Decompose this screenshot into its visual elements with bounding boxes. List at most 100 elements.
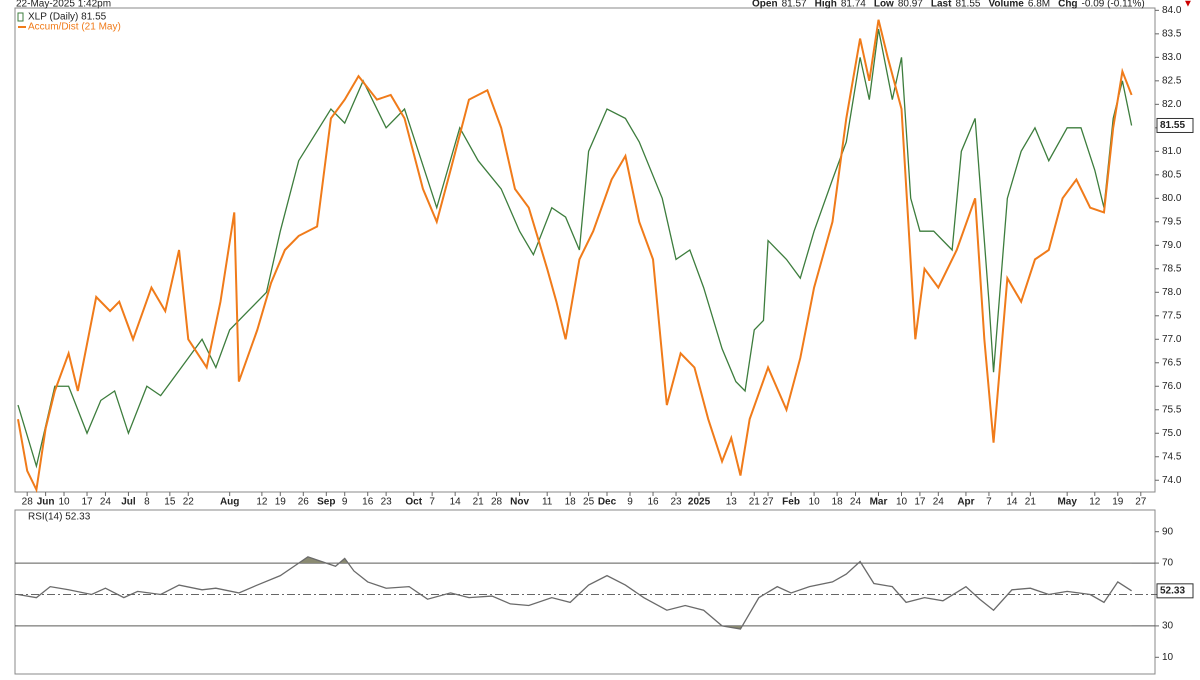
legend-price: XLP (Daily) 81.55 xyxy=(28,12,107,23)
y-tick-label: 77.0 xyxy=(1162,334,1182,345)
y-tick-label: 80.0 xyxy=(1162,193,1182,204)
legend-swatch xyxy=(17,12,24,22)
y-tick-label: 79.0 xyxy=(1162,240,1182,251)
x-tick-label: 17 xyxy=(914,497,926,508)
x-tick-label: 16 xyxy=(647,497,659,508)
last-label: 81.55 xyxy=(1160,120,1185,131)
y-tick-label: 84.0 xyxy=(1162,5,1182,16)
y-tick-label: 90 xyxy=(1162,526,1174,537)
x-tick-label: 18 xyxy=(832,497,844,508)
y-tick-label: 79.5 xyxy=(1162,216,1182,227)
y-tick-label: 80.5 xyxy=(1162,169,1182,180)
y-tick-label: 75.5 xyxy=(1162,404,1182,415)
quote-value: 81.74 xyxy=(841,0,866,10)
y-tick-label: 74.5 xyxy=(1162,451,1182,462)
x-tick-label: 24 xyxy=(100,497,112,508)
quote-value: 81.55 xyxy=(955,0,980,10)
y-tick-label: 78.0 xyxy=(1162,287,1182,298)
timestamp: 22-May-2025 1:42pm xyxy=(16,0,111,10)
y-tick-label: 81.0 xyxy=(1162,146,1182,157)
x-tick-label: 23 xyxy=(670,497,682,508)
legend-rsi: RSI(14) 52.33 xyxy=(28,512,91,523)
last-box xyxy=(1156,117,1194,133)
x-tick-label: 23 xyxy=(381,497,393,508)
quote-label: Last xyxy=(931,0,952,10)
x-tick-label: 21 xyxy=(749,497,761,508)
x-tick-label: 26 xyxy=(298,497,310,508)
y-tick-label: 10 xyxy=(1162,652,1174,663)
x-tick-label: 19 xyxy=(275,497,287,508)
x-tick-label: 10 xyxy=(58,497,70,508)
x-tick-label: 28 xyxy=(22,497,34,508)
x-tick-label: Apr xyxy=(957,497,974,508)
x-tick-label: 12 xyxy=(256,497,268,508)
x-tick-label: 27 xyxy=(1135,497,1147,508)
x-tick-label: 28 xyxy=(491,497,503,508)
series-line xyxy=(17,19,1133,493)
x-tick-label: Sep xyxy=(317,497,335,508)
y-tick-label: 74.0 xyxy=(1162,475,1182,486)
series-line xyxy=(17,29,1133,469)
x-tick-label: Nov xyxy=(510,497,529,508)
x-tick-label: 18 xyxy=(565,497,577,508)
x-tick-label: 19 xyxy=(1112,497,1124,508)
x-tick-label: 11 xyxy=(542,497,553,508)
x-tick-label: Mar xyxy=(870,497,888,508)
x-tick-label: May xyxy=(1057,497,1077,508)
x-tick-label: 24 xyxy=(850,497,862,508)
x-tick-label: 13 xyxy=(726,497,738,508)
x-tick-label: 21 xyxy=(473,497,485,508)
quote-label: High xyxy=(815,0,837,10)
x-tick-label: 10 xyxy=(809,497,821,508)
y-tick-label: 76.5 xyxy=(1162,357,1182,368)
x-tick-label: 16 xyxy=(362,497,374,508)
x-tick-label: 12 xyxy=(1089,497,1101,508)
change-arrow: ▼ xyxy=(1183,0,1193,10)
rsi-panel xyxy=(14,509,1156,675)
x-tick-label: 8 xyxy=(144,497,150,508)
y-tick-label: 76.0 xyxy=(1162,381,1182,392)
x-tick-label: 17 xyxy=(81,497,93,508)
x-tick-label: 9 xyxy=(627,497,633,508)
y-tick-label: 70 xyxy=(1162,558,1174,569)
quote-label: Chg xyxy=(1058,0,1077,10)
x-tick-label: 2025 xyxy=(688,497,711,508)
y-tick-label: 83.0 xyxy=(1162,52,1182,63)
legend-ad: Accum/Dist (21 May) xyxy=(28,22,121,33)
x-tick-label: Feb xyxy=(782,497,800,508)
quote-value: 80.97 xyxy=(898,0,923,10)
x-tick-label: 14 xyxy=(450,497,462,508)
y-tick-label: 75.0 xyxy=(1162,428,1182,439)
x-tick-label: 22 xyxy=(183,497,195,508)
series-line xyxy=(17,556,1132,630)
x-tick-label: 10 xyxy=(896,497,908,508)
y-tick-label: 82.0 xyxy=(1162,99,1182,110)
x-tick-label: 24 xyxy=(933,497,945,508)
quote-value: 81.57 xyxy=(782,0,807,10)
x-tick-label: 21 xyxy=(1025,497,1037,508)
x-tick-label: Aug xyxy=(220,497,239,508)
quote: Open 81.57 High 81.74 Low 80.97 Last 81.55 Volum… xyxy=(752,0,1145,10)
x-tick-label: 15 xyxy=(164,497,176,508)
x-tick-label: Oct xyxy=(405,497,422,508)
quote-label: Volume xyxy=(988,0,1024,10)
quote-value: 6.8M xyxy=(1028,0,1050,10)
x-tick-label: Jun xyxy=(37,497,55,508)
x-tick-label: 9 xyxy=(342,497,348,508)
quote-value: -0.09 (-0.11%) xyxy=(1082,0,1145,10)
y-tick-label: 77.5 xyxy=(1162,310,1182,321)
x-tick-label: Dec xyxy=(598,497,617,508)
y-tick-label: 82.5 xyxy=(1162,75,1182,86)
x-tick-label: 25 xyxy=(583,497,595,508)
x-tick-label: 7 xyxy=(986,497,992,508)
x-tick-label: 27 xyxy=(763,497,775,508)
y-tick-label: 83.5 xyxy=(1162,28,1182,39)
quote-label: Open xyxy=(752,0,778,10)
y-tick-label: 30 xyxy=(1162,621,1174,632)
x-tick-label: Jul xyxy=(121,497,136,508)
x-tick-label: 14 xyxy=(1006,497,1018,508)
x-tick-label: 7 xyxy=(429,497,435,508)
last-label: 52.33 xyxy=(1160,585,1185,596)
